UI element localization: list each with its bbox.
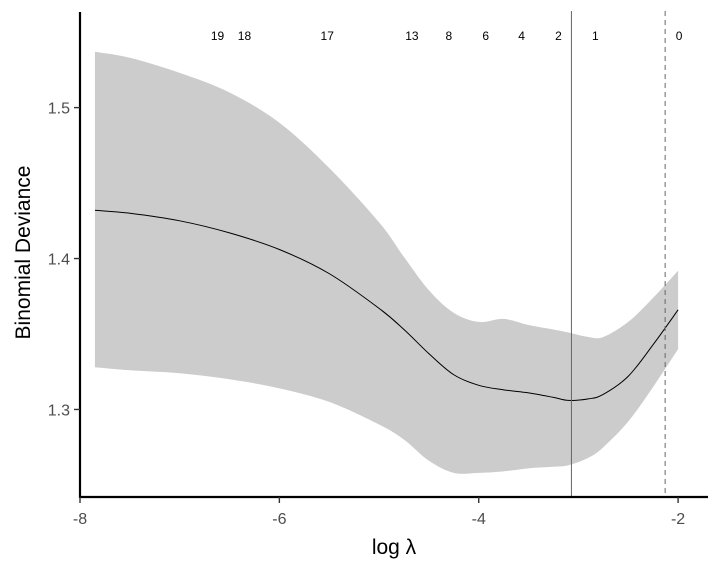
top-count-label: 19 (211, 29, 225, 43)
y-tick-label: 1.5 (48, 101, 70, 118)
y-tick-label: 1.3 (48, 402, 70, 419)
y-axis-title: Binomial Deviance (12, 166, 35, 340)
top-count-label: 6 (482, 29, 489, 43)
confidence-band-layer (94, 51, 679, 474)
top-count-label: 8 (445, 29, 452, 43)
top-count-label: 4 (518, 29, 525, 43)
nonzero-count-labels: 19 18 17 13 8 6 4 2 1 0 (211, 29, 683, 43)
y-ticks: 1.3 1.4 1.5 (48, 101, 80, 419)
x-tick-label: -2 (671, 511, 685, 528)
axes (78, 12, 708, 499)
top-count-label: 1 (592, 29, 599, 43)
top-count-label: 17 (321, 29, 335, 43)
top-count-label: 18 (238, 29, 252, 43)
top-count-label: 2 (555, 29, 562, 43)
top-count-label: 13 (405, 29, 419, 43)
mean-deviance-line (94, 209, 679, 401)
x-ticks: -8 -6 -4 -2 (73, 497, 685, 528)
lambda-vline-layer (570, 11, 666, 497)
y-tick-label: 1.4 (48, 252, 70, 269)
top-count-label: 0 (676, 29, 683, 43)
x-tick-label: -6 (272, 511, 286, 528)
x-tick-label: -4 (472, 511, 486, 528)
confidence-band (94, 51, 679, 474)
mean-line-layer (94, 209, 679, 401)
x-tick-label: -8 (73, 511, 87, 528)
x-axis-title: log λ (372, 536, 417, 559)
